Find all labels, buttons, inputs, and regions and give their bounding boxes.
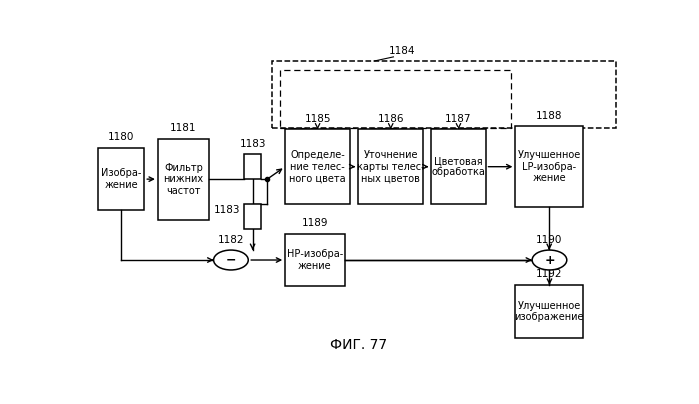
Text: 1183: 1183 <box>214 205 240 215</box>
Text: 1186: 1186 <box>377 114 404 124</box>
Text: Изобра-
жение: Изобра- жение <box>101 168 141 190</box>
Text: 1188: 1188 <box>536 111 563 121</box>
Bar <box>158 139 209 220</box>
Bar <box>515 126 583 207</box>
Text: Фильтр
нижних
частот: Фильтр нижних частот <box>164 162 203 196</box>
Bar <box>515 285 583 338</box>
Text: 1181: 1181 <box>171 123 197 133</box>
Bar <box>245 154 261 179</box>
Text: Улучшенное
LP-изобра-
жение: Улучшенное LP-изобра- жение <box>517 150 581 183</box>
Bar <box>271 61 616 128</box>
Text: 1185: 1185 <box>304 114 331 124</box>
Text: Цветовая
обработка: Цветовая обработка <box>431 156 485 177</box>
Text: −: − <box>226 254 236 267</box>
Circle shape <box>532 250 567 270</box>
Bar <box>359 129 424 204</box>
Text: ФИГ. 77: ФИГ. 77 <box>330 338 387 352</box>
Text: 1192: 1192 <box>536 269 563 279</box>
Text: 1182: 1182 <box>217 236 244 245</box>
Text: 1184: 1184 <box>389 46 415 56</box>
Text: 1180: 1180 <box>108 133 134 143</box>
Text: 1189: 1189 <box>302 218 328 228</box>
Text: 1183: 1183 <box>239 139 266 149</box>
Bar <box>280 70 511 128</box>
Text: Улучшенное
изображение: Улучшенное изображение <box>514 301 584 322</box>
Text: Определе-
ние телес-
ного цвета: Определе- ние телес- ного цвета <box>289 150 346 183</box>
Bar <box>285 234 345 286</box>
Text: 1187: 1187 <box>445 114 472 124</box>
Text: Уточнение
карты телес-
ных цветов: Уточнение карты телес- ных цветов <box>357 150 424 183</box>
Bar <box>431 129 486 204</box>
Text: НР-изобра-
жение: НР-изобра- жение <box>287 249 343 271</box>
Bar <box>245 204 261 229</box>
Text: +: + <box>544 254 555 267</box>
Text: 1190: 1190 <box>536 236 563 245</box>
Bar <box>285 129 350 204</box>
Circle shape <box>214 250 248 270</box>
Bar <box>98 148 144 210</box>
